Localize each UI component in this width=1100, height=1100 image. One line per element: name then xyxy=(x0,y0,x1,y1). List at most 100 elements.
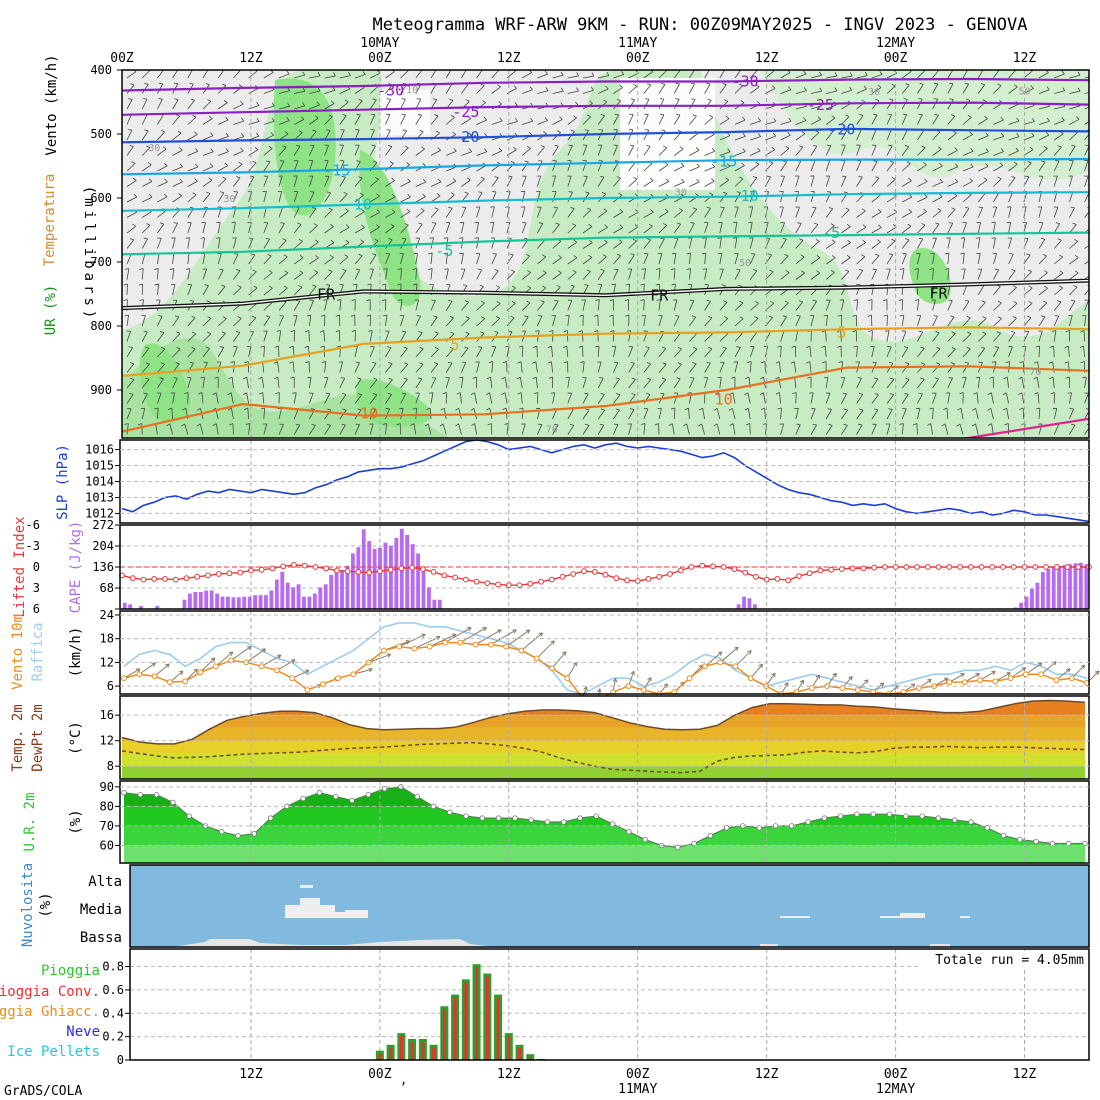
wind-barb-flag xyxy=(448,206,453,209)
upper-frame xyxy=(121,69,1090,439)
wind-barb-flag xyxy=(416,98,421,100)
wind-barb xyxy=(582,176,588,187)
wind-barb-flag xyxy=(599,423,604,426)
isotherm-label: -25 xyxy=(452,103,479,121)
wind-barb-flag xyxy=(698,407,703,411)
wind-barb-flag xyxy=(812,299,817,302)
wind-barb xyxy=(841,393,847,404)
wind-point xyxy=(549,665,555,672)
wind-barb xyxy=(719,301,728,311)
lifted-index-point xyxy=(967,564,974,570)
wind-barb-flag xyxy=(656,299,661,301)
wind-barb-flag xyxy=(702,237,707,239)
wind-barb xyxy=(962,208,970,218)
wind-barb xyxy=(187,166,199,172)
wind-barb-flag xyxy=(713,407,718,411)
wind-arrow xyxy=(200,657,216,673)
wind-arrow-head xyxy=(850,676,853,681)
wind-barb-flag xyxy=(889,98,894,101)
wind-barb-flag xyxy=(514,102,518,106)
wind-barb-flag xyxy=(692,114,697,117)
cloud-ylabel: Nuvolosita xyxy=(20,863,36,947)
wind-barb-flag xyxy=(342,114,347,116)
wind-barb xyxy=(400,253,404,265)
wind-barb xyxy=(445,348,454,358)
wind-point xyxy=(121,675,127,682)
wind-barb-flag xyxy=(290,376,295,379)
wind-barb-flag xyxy=(432,98,437,100)
wind-arrow-head xyxy=(552,640,555,645)
wind-barb xyxy=(658,315,663,327)
wind-barb-flag xyxy=(631,393,636,396)
wind-barb-flag xyxy=(191,346,196,350)
wind-barb-flag xyxy=(859,408,864,411)
wind-barb-flag xyxy=(313,223,318,226)
wind-barb-flag xyxy=(132,177,137,181)
wind-barb xyxy=(658,253,663,265)
isotherm-label: -10 xyxy=(732,187,759,205)
wind-barb xyxy=(278,160,285,172)
wind-barb-flag xyxy=(328,269,333,272)
wind-barb-flag xyxy=(923,208,927,212)
wind-barb-flag xyxy=(980,83,985,86)
wind-barb-flag xyxy=(297,222,302,225)
wind-barb xyxy=(962,83,969,94)
cloud-background xyxy=(130,865,1089,947)
wind-barb xyxy=(689,300,695,311)
cape-bar xyxy=(274,579,279,609)
wind-barb-flag xyxy=(586,269,591,272)
wind-barb-flag xyxy=(421,146,425,150)
wind-barb-flag xyxy=(1002,407,1007,411)
wind-barb xyxy=(415,148,425,156)
wind-barb xyxy=(248,317,257,327)
wind-barb-flag xyxy=(595,299,600,301)
wind-barb-flag xyxy=(771,146,776,151)
wind-barb-flag xyxy=(1087,284,1089,286)
cape-bar xyxy=(1078,562,1083,609)
lifted-index-point xyxy=(129,575,136,582)
wind-barb-flag xyxy=(316,101,320,106)
wind-barb xyxy=(430,377,437,389)
wind-barb xyxy=(643,225,653,234)
wind-barb xyxy=(597,176,605,187)
wind-barb xyxy=(871,161,878,172)
wind-barb-flag xyxy=(900,268,905,270)
rh-point xyxy=(642,836,648,843)
wind-barb-flag xyxy=(356,113,361,116)
wind-barb-flag xyxy=(819,71,822,76)
wind-barb xyxy=(917,70,926,79)
isotherm-label: -15 xyxy=(323,161,350,179)
wind-barb-flag xyxy=(877,208,882,213)
wind-barb xyxy=(339,101,349,110)
top-time-label: 00Z xyxy=(110,51,134,66)
rh-point xyxy=(561,819,567,825)
wind-barb-flag xyxy=(1065,376,1070,379)
top-time-label: 00Z xyxy=(368,51,392,66)
rh-point xyxy=(593,813,600,819)
wind-barb-flag xyxy=(618,192,623,196)
wind-barb xyxy=(962,268,966,280)
wind-barb-flag xyxy=(966,315,971,319)
lifted-index-point xyxy=(559,573,566,580)
wind-barb xyxy=(795,160,802,172)
wind-barb-flag xyxy=(468,132,472,136)
wind-barb xyxy=(689,222,695,234)
wind-barb-flag xyxy=(366,314,371,317)
wind-point xyxy=(487,641,494,648)
wind-barb xyxy=(597,346,600,358)
wind-barb-flag xyxy=(424,423,429,427)
wind-point xyxy=(946,679,953,686)
wind-barb xyxy=(155,423,158,435)
wind-barb-flag xyxy=(918,392,923,395)
humidity-label: 10 xyxy=(406,85,418,96)
wind-arrow-head xyxy=(230,651,234,656)
wind-barb-flag xyxy=(510,160,515,164)
wind-barb-flag xyxy=(222,176,227,180)
wind-barb xyxy=(354,145,360,156)
wind-barb xyxy=(917,84,924,94)
humidity-label: 30 xyxy=(148,143,160,154)
wind-barb xyxy=(901,225,912,234)
wind-barb-flag xyxy=(726,132,731,136)
lifted-index-point xyxy=(677,567,684,574)
wind-barb xyxy=(233,103,244,110)
